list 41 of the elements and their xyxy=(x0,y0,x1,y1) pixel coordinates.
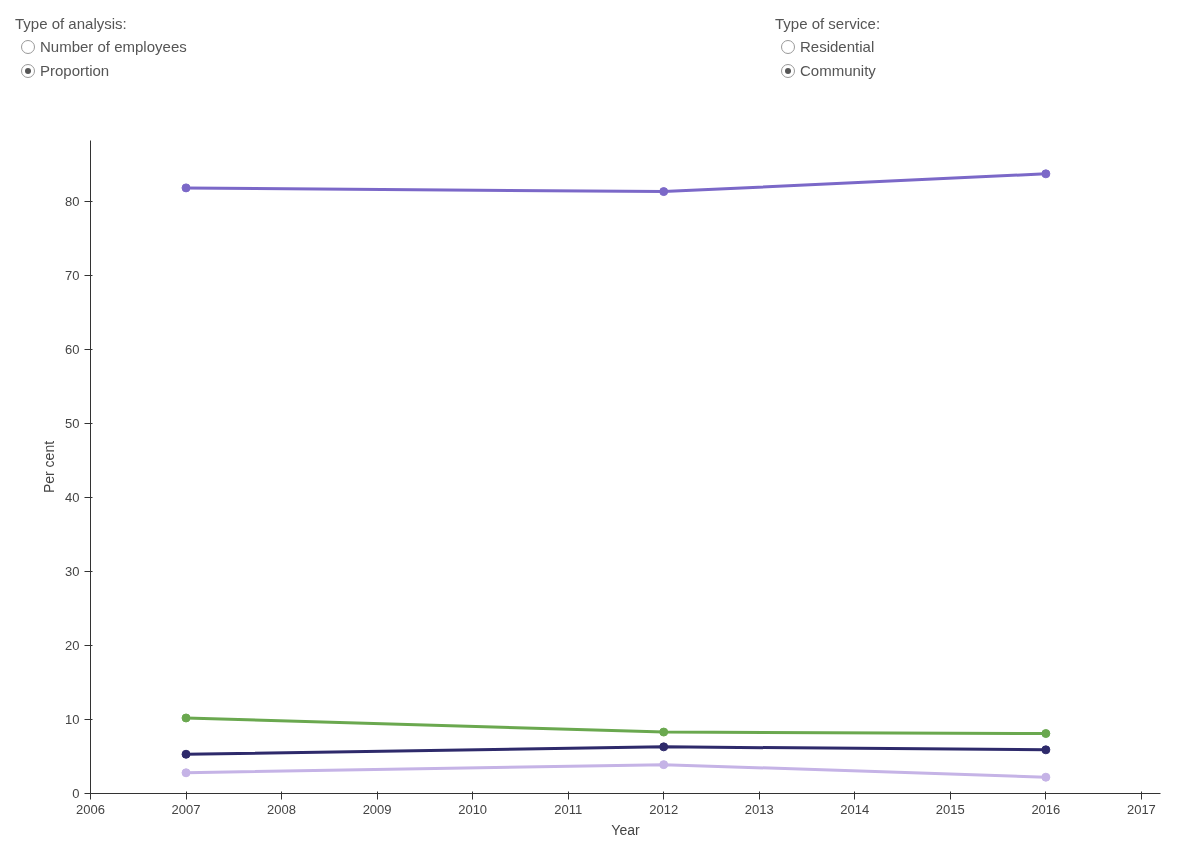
y-axis-title: Per cent xyxy=(41,440,58,494)
y-tick-label: 50 xyxy=(65,415,80,431)
text: Type of analysis: xyxy=(15,14,128,34)
point xyxy=(659,760,669,770)
x-tick-label: 2012 xyxy=(649,801,679,817)
point xyxy=(181,713,191,723)
x-tick-label: 2009 xyxy=(362,801,392,817)
x-tick-label: 2006 xyxy=(76,801,105,817)
point xyxy=(181,749,191,759)
point xyxy=(659,187,669,197)
y-tick-label: 70 xyxy=(65,267,80,283)
text: Community xyxy=(800,60,876,81)
text: Type of service: xyxy=(775,14,881,34)
point xyxy=(1041,772,1051,782)
y-tick-label: 0 xyxy=(72,786,80,801)
x-tick-label: 2016 xyxy=(1031,801,1061,817)
point xyxy=(1041,745,1051,755)
x-axis-title: Year xyxy=(611,821,640,838)
x-tick-label: 2015 xyxy=(935,801,965,817)
point xyxy=(181,768,191,778)
text: Proportion xyxy=(40,60,110,81)
point xyxy=(1041,729,1051,739)
y-tick-label: 10 xyxy=(65,711,80,727)
x-tick-label: 2017 xyxy=(1126,801,1156,817)
text: Residential xyxy=(800,37,875,58)
x-tick-label: 2013 xyxy=(744,801,774,817)
x-tick-label: 2010 xyxy=(458,801,488,817)
y-tick-label: 30 xyxy=(65,563,80,579)
point xyxy=(659,727,669,737)
text: Number of employees xyxy=(40,37,187,58)
y-tick-label: 20 xyxy=(65,637,80,653)
y-tick-label: 60 xyxy=(65,341,80,357)
x-tick-label: 2014 xyxy=(840,801,870,817)
y-tick-label: 40 xyxy=(65,489,80,505)
y-tick-label: 80 xyxy=(65,193,80,209)
x-tick-label: 2007 xyxy=(171,801,201,817)
point xyxy=(181,183,191,193)
point xyxy=(659,742,669,752)
x-tick-label: 2008 xyxy=(267,801,297,817)
point xyxy=(1041,169,1051,179)
x-tick-label: 2011 xyxy=(554,801,583,817)
